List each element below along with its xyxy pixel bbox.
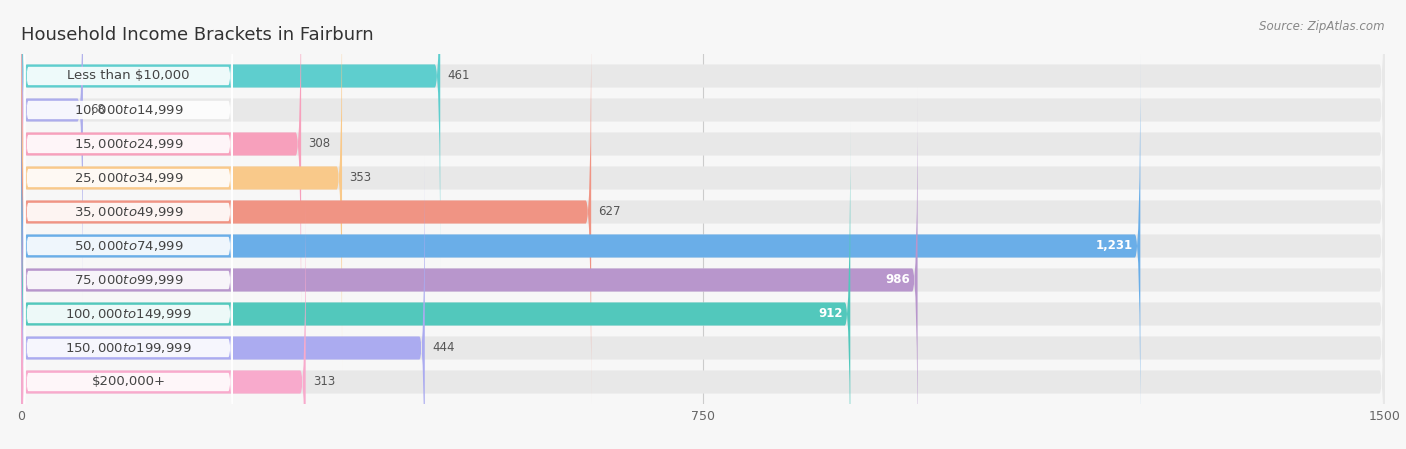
FancyBboxPatch shape <box>21 88 1385 449</box>
Text: $35,000 to $49,999: $35,000 to $49,999 <box>73 205 183 219</box>
FancyBboxPatch shape <box>21 0 83 303</box>
Text: 68: 68 <box>90 103 105 116</box>
FancyBboxPatch shape <box>21 122 1385 449</box>
FancyBboxPatch shape <box>21 53 1385 438</box>
Text: $25,000 to $34,999: $25,000 to $34,999 <box>73 171 183 185</box>
FancyBboxPatch shape <box>24 221 233 449</box>
FancyBboxPatch shape <box>24 0 233 271</box>
FancyBboxPatch shape <box>21 0 440 269</box>
Text: $200,000+: $200,000+ <box>91 375 166 388</box>
FancyBboxPatch shape <box>21 189 1385 449</box>
Text: $10,000 to $14,999: $10,000 to $14,999 <box>73 103 183 117</box>
FancyBboxPatch shape <box>21 53 1140 438</box>
FancyBboxPatch shape <box>24 85 233 407</box>
Text: Less than $10,000: Less than $10,000 <box>67 70 190 83</box>
FancyBboxPatch shape <box>24 187 233 449</box>
Text: 353: 353 <box>349 172 371 185</box>
FancyBboxPatch shape <box>21 155 1385 449</box>
FancyBboxPatch shape <box>21 0 1385 336</box>
FancyBboxPatch shape <box>21 0 1385 370</box>
FancyBboxPatch shape <box>21 0 1385 303</box>
FancyBboxPatch shape <box>21 122 851 449</box>
Text: 627: 627 <box>599 206 621 219</box>
Text: Source: ZipAtlas.com: Source: ZipAtlas.com <box>1260 20 1385 33</box>
FancyBboxPatch shape <box>21 0 1385 269</box>
Text: 308: 308 <box>308 137 330 150</box>
Text: 986: 986 <box>886 273 910 286</box>
FancyBboxPatch shape <box>24 17 233 339</box>
Text: $150,000 to $199,999: $150,000 to $199,999 <box>65 341 191 355</box>
Text: 444: 444 <box>432 342 454 355</box>
FancyBboxPatch shape <box>21 0 301 336</box>
Text: 461: 461 <box>447 70 470 83</box>
FancyBboxPatch shape <box>24 51 233 373</box>
FancyBboxPatch shape <box>24 0 233 305</box>
Text: $15,000 to $24,999: $15,000 to $24,999 <box>73 137 183 151</box>
FancyBboxPatch shape <box>21 20 591 405</box>
Text: $100,000 to $149,999: $100,000 to $149,999 <box>65 307 191 321</box>
Text: 313: 313 <box>314 375 335 388</box>
Text: $50,000 to $74,999: $50,000 to $74,999 <box>73 239 183 253</box>
FancyBboxPatch shape <box>21 0 342 370</box>
FancyBboxPatch shape <box>24 119 233 441</box>
FancyBboxPatch shape <box>21 189 305 449</box>
Text: 912: 912 <box>818 308 844 321</box>
Text: Household Income Brackets in Fairburn: Household Income Brackets in Fairburn <box>21 26 374 44</box>
FancyBboxPatch shape <box>21 155 425 449</box>
FancyBboxPatch shape <box>24 0 233 237</box>
Text: $75,000 to $99,999: $75,000 to $99,999 <box>73 273 183 287</box>
FancyBboxPatch shape <box>24 153 233 449</box>
FancyBboxPatch shape <box>21 88 918 449</box>
FancyBboxPatch shape <box>21 20 1385 405</box>
Text: 1,231: 1,231 <box>1095 239 1133 252</box>
